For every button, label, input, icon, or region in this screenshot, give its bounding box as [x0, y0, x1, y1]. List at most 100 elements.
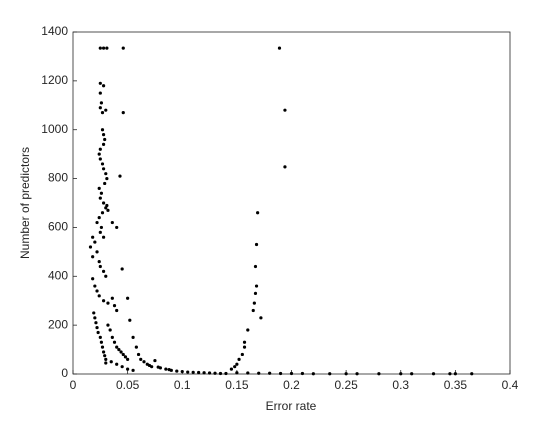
scatter-point — [253, 264, 258, 269]
scatter-point — [126, 367, 130, 371]
scatter-point — [283, 108, 287, 112]
x-tick-label: 0.05 — [116, 378, 140, 392]
scatter-point — [235, 371, 239, 375]
scatter-point — [175, 369, 179, 373]
scatter-point — [410, 372, 414, 376]
scatter-point — [98, 106, 102, 110]
scatter-point — [101, 235, 106, 239]
scatter-point — [99, 340, 104, 344]
scatter-point — [224, 371, 228, 376]
scatter-point — [254, 242, 259, 247]
scatter-point — [121, 46, 125, 50]
scatter-point — [104, 357, 108, 361]
scatter-point — [134, 345, 138, 349]
scatter-point — [93, 284, 97, 288]
scatter-point — [98, 46, 102, 50]
scatter-point — [213, 371, 217, 375]
x-tick-label: 0.15 — [225, 378, 249, 392]
scatter-point — [110, 296, 114, 300]
scatter-point — [100, 345, 105, 349]
scatter-point — [126, 357, 130, 361]
scatter-point — [254, 284, 259, 288]
scatter-point — [311, 372, 315, 376]
scatter-point — [328, 372, 332, 376]
scatter-point — [283, 165, 287, 169]
scatter-point — [237, 357, 241, 361]
scatter-point — [91, 235, 95, 239]
scatter-point — [119, 350, 123, 354]
x-tick-label: 0 — [70, 378, 77, 392]
scatter-point — [246, 371, 250, 375]
scatter-point — [197, 370, 201, 375]
scatter-point — [105, 46, 109, 50]
scatter-point — [101, 167, 106, 171]
scatter-point — [136, 352, 141, 357]
scatter-point — [101, 299, 106, 303]
scatter-point — [104, 361, 108, 365]
scatter-point — [115, 308, 119, 313]
scatter-point — [106, 208, 110, 212]
scatter-point — [104, 206, 108, 210]
scatter-point — [98, 230, 102, 234]
scatter-point — [120, 365, 124, 369]
scatter-point — [97, 216, 101, 220]
scatter-point — [126, 296, 130, 300]
scatter-point — [104, 274, 108, 278]
scatter-point — [131, 368, 135, 372]
scatter-point — [95, 325, 99, 330]
scatter-point — [104, 108, 108, 112]
scatter-point — [98, 157, 102, 161]
y-tick-label: 800 — [48, 171, 68, 185]
scatter-point — [278, 371, 283, 376]
scatter-point — [100, 111, 105, 115]
scatter-point — [103, 181, 107, 186]
scatter-point — [453, 372, 457, 376]
scatter-point — [98, 91, 102, 95]
scatter-point — [115, 345, 119, 349]
scatter-point — [101, 269, 106, 273]
scatter-point — [158, 366, 162, 370]
scatter-point — [128, 318, 132, 322]
scatter-point — [431, 372, 436, 376]
scatter-point — [218, 371, 223, 376]
scatter-point — [115, 225, 119, 230]
scatter-point — [88, 245, 93, 249]
scatter-point — [240, 352, 244, 357]
y-tick-label: 1400 — [41, 24, 68, 38]
y-tick-label: 0 — [61, 366, 68, 380]
scatter-point — [101, 142, 106, 146]
scatter-point — [123, 355, 128, 359]
scatter-point — [207, 371, 212, 375]
scatter-point — [106, 301, 110, 305]
scatter-point — [101, 201, 106, 205]
scatter-point — [108, 328, 112, 332]
y-axis-label: Number of predictors — [18, 147, 32, 259]
scatter-point — [186, 370, 190, 374]
scatter-point — [256, 211, 260, 215]
scatter-point — [109, 360, 113, 364]
scatter-point — [277, 46, 282, 50]
scatter-point — [118, 174, 122, 178]
scatter-point — [95, 220, 99, 225]
scatter-point — [257, 371, 261, 375]
scatter-point — [92, 311, 96, 315]
scatter-point — [101, 84, 106, 88]
scatter-point — [103, 354, 107, 358]
scatter-point — [100, 211, 105, 215]
scatter-point — [253, 291, 258, 295]
x-tick-label: 0.3 — [392, 378, 409, 392]
scatter-point — [117, 347, 121, 352]
scatter-point — [150, 365, 154, 369]
scatter-point — [120, 267, 124, 271]
scatter-point — [99, 225, 104, 230]
scatter-point — [96, 330, 100, 335]
scatter-point — [202, 371, 206, 375]
scatter-point — [99, 101, 104, 105]
scatter-point — [106, 323, 110, 327]
scatter-point — [97, 260, 101, 264]
scatter-point — [153, 358, 157, 363]
y-tick-label: 1200 — [41, 73, 68, 87]
scatter-point — [101, 133, 106, 137]
x-axis-label: Error rate — [266, 399, 317, 413]
